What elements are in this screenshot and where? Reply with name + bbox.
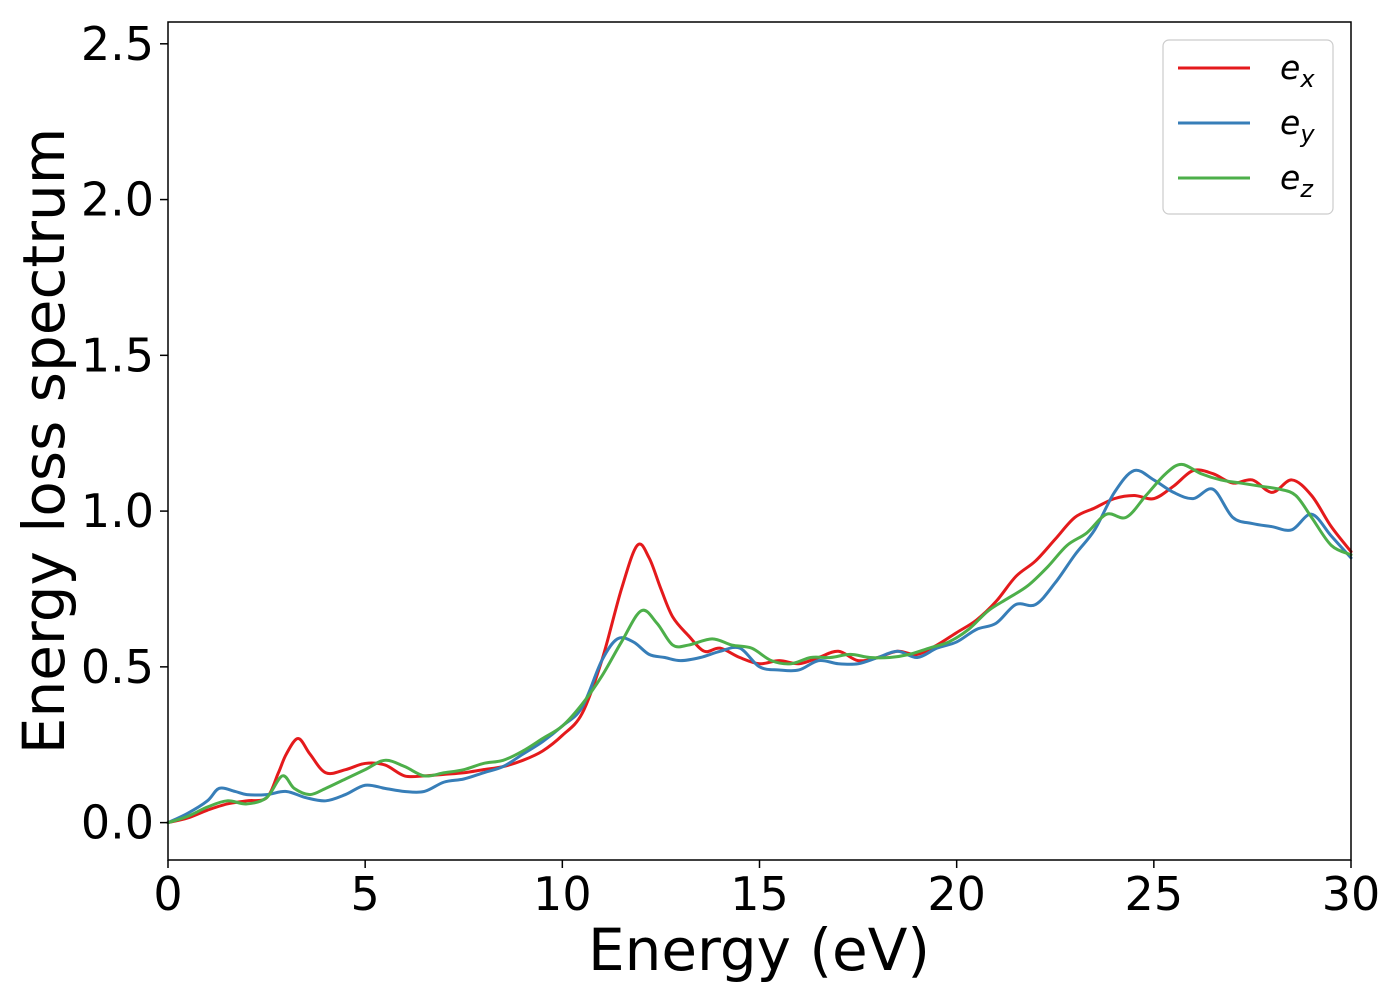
y-tick-label: 1.0	[81, 484, 154, 538]
legend-box	[1162, 39, 1334, 215]
y-axis-title: Energy loss spectrum	[10, 128, 78, 754]
y-tick-label: 2.0	[81, 173, 154, 227]
y-tick-label: 2.5	[81, 17, 154, 71]
y-tick-label: 1.5	[81, 328, 154, 382]
x-axis-title: Energy (eV)	[588, 916, 930, 984]
y-tick-label: 0.0	[81, 796, 154, 850]
x-tick-label: 5	[351, 867, 380, 921]
x-axis-ticks: 0 5 10 15 20 25 30	[153, 860, 1380, 921]
series-line-y	[166, 468, 1353, 825]
y-tick-label: 0.5	[81, 640, 154, 694]
x-tick-label: 25	[1125, 867, 1184, 921]
series-line-z	[166, 462, 1353, 825]
x-tick-label: 15	[730, 867, 789, 921]
x-tick-label: 10	[533, 867, 592, 921]
series-line-x	[166, 468, 1353, 825]
series-layer	[166, 462, 1353, 825]
y-axis-ticks: 0.0 0.5 1.0 1.5 2.0 2.5	[81, 17, 168, 850]
x-tick-label: 20	[927, 867, 986, 921]
x-tick-label: 0	[153, 867, 182, 921]
x-tick-label: 30	[1322, 867, 1381, 921]
